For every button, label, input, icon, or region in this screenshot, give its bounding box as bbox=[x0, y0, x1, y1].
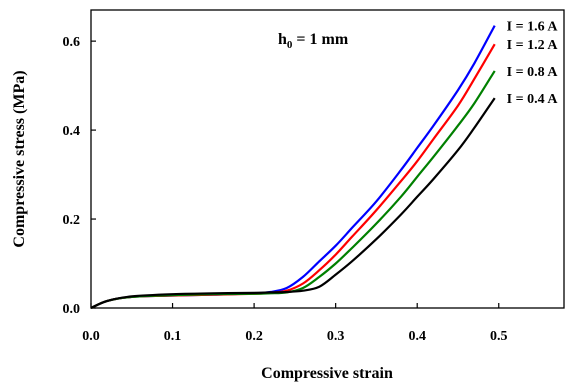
series-group bbox=[90, 25, 496, 310]
annotation-base: h bbox=[278, 31, 287, 48]
y-tick-label: 0.0 bbox=[63, 302, 81, 317]
series-line bbox=[90, 70, 496, 310]
x-tick-label: 0.4 bbox=[408, 329, 426, 344]
y-tick-label: 0.4 bbox=[63, 124, 81, 139]
x-tick-label: 0.2 bbox=[245, 329, 263, 344]
x-tick-label: 0.1 bbox=[164, 329, 182, 344]
y-axis-label: Compressive stress (MPa) bbox=[11, 70, 28, 247]
legend-entry: I = 1.2 A bbox=[507, 38, 559, 53]
legend-entry: I = 0.4 A bbox=[507, 92, 559, 107]
x-tick-label: 0.0 bbox=[82, 329, 100, 344]
x-axis: 0.0 0.1 0.2 0.3 0.4 0.5 bbox=[82, 303, 508, 344]
y-axis: 0.0 0.2 0.4 0.6 bbox=[63, 35, 96, 317]
annotation-subscript: 0 bbox=[287, 39, 293, 51]
y-tick-label: 0.6 bbox=[63, 35, 81, 50]
series-line bbox=[90, 43, 496, 310]
x-tick-label: 0.3 bbox=[327, 329, 345, 344]
x-tick-label: 0.5 bbox=[490, 329, 508, 344]
legend-entry: I = 1.6 A bbox=[507, 20, 559, 35]
annotation: h0 = 1 mm bbox=[278, 31, 349, 51]
series-line bbox=[90, 97, 496, 310]
series-line bbox=[90, 25, 496, 310]
legend: I = 1.6 A I = 1.2 A I = 0.8 A I = 0.4 A bbox=[507, 20, 559, 107]
annotation-rest: = 1 mm bbox=[292, 31, 348, 48]
legend-entry: I = 0.8 A bbox=[507, 65, 559, 80]
x-axis-label: Compressive strain bbox=[261, 365, 393, 382]
y-tick-label: 0.2 bbox=[63, 213, 81, 228]
plot-frame bbox=[90, 9, 565, 309]
